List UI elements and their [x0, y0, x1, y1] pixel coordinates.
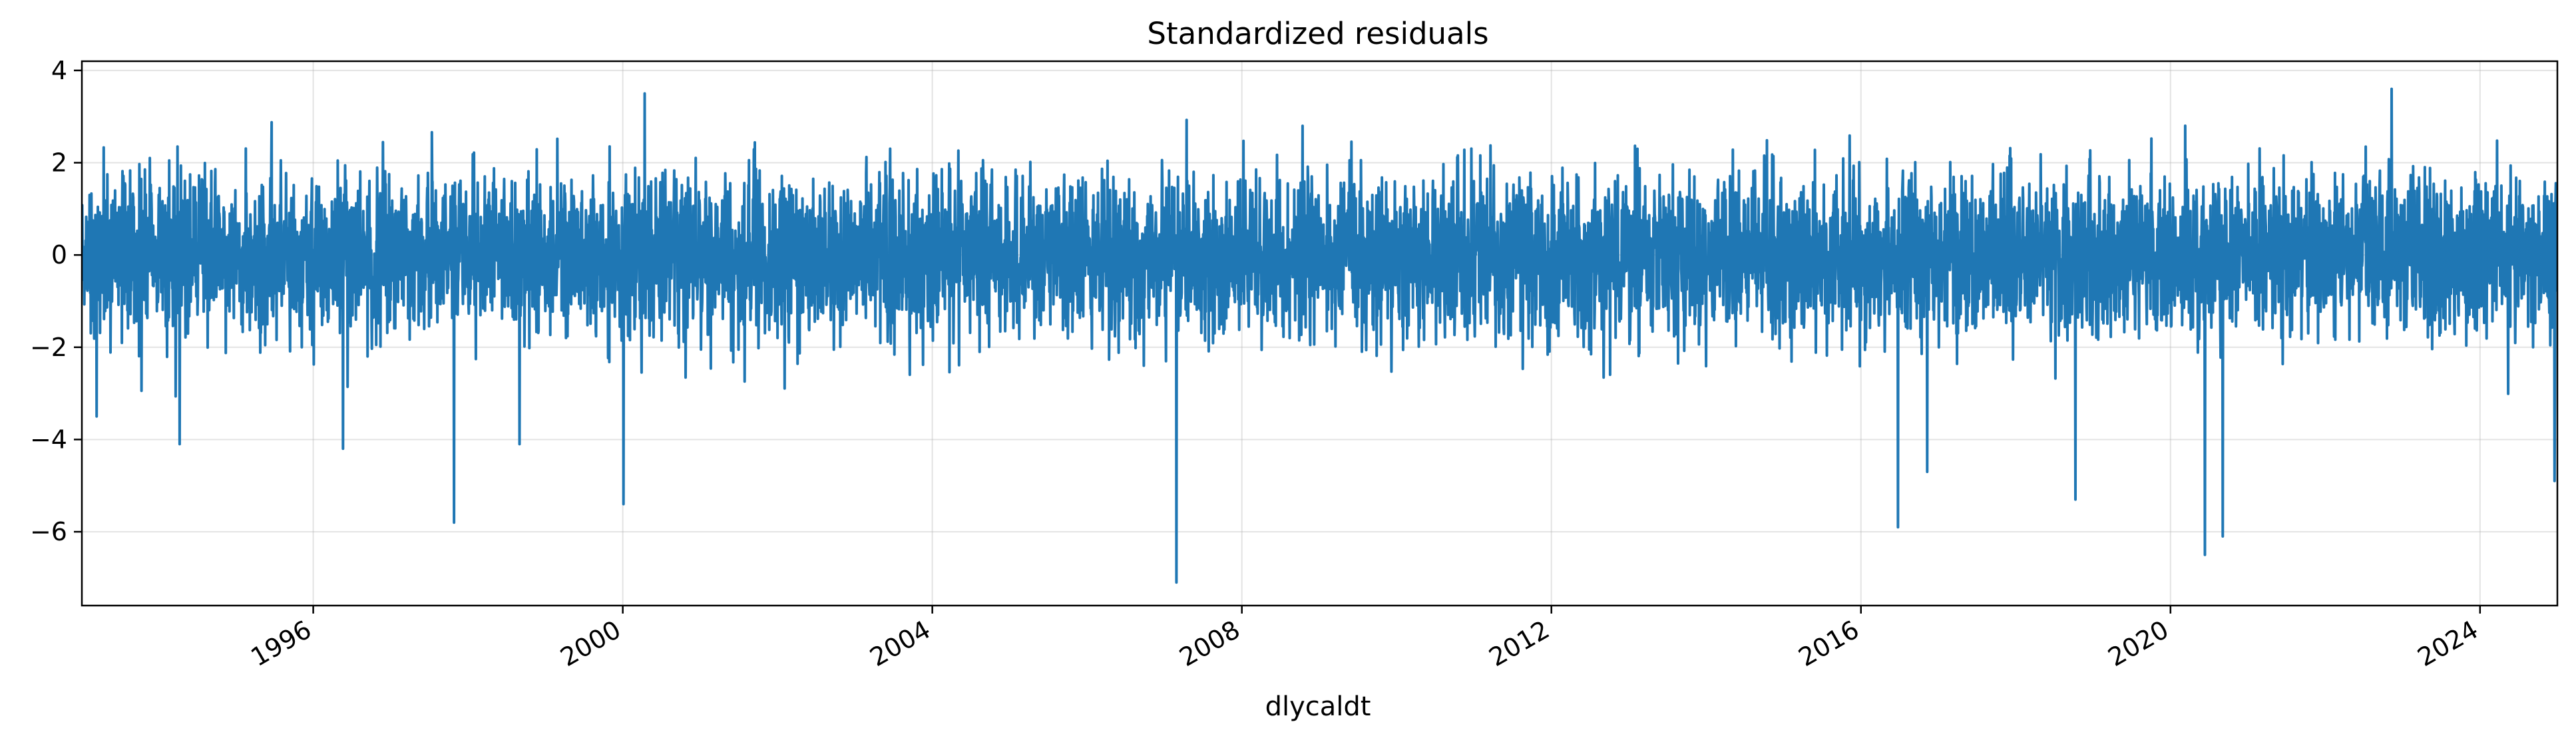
- x-tick-label: 2008: [1174, 615, 1245, 672]
- y-axis: 4 2 0 −2 −4 −6: [30, 56, 82, 546]
- y-tick-label: −2: [30, 333, 67, 362]
- y-tick-label: 0: [51, 240, 67, 270]
- x-tick-label: 2012: [1484, 615, 1554, 672]
- x-tick-label: 2004: [865, 615, 935, 672]
- y-tick-label: −4: [30, 425, 67, 454]
- residuals-line: [82, 87, 2557, 584]
- plot-frame: [81, 60, 2559, 607]
- x-tick-label: 2016: [1793, 615, 1864, 672]
- y-tick-label: 4: [51, 56, 67, 85]
- y-tick-label: 2: [51, 148, 67, 178]
- series-line: [82, 87, 2557, 584]
- chart-title: Standardized residuals: [1147, 16, 1488, 51]
- x-tick-label: 2024: [2413, 615, 2483, 672]
- x-tick-label: 2000: [555, 615, 626, 672]
- y-tick-label: −6: [30, 517, 67, 546]
- x-axis-label: dlycaldt: [1265, 691, 1371, 722]
- x-tick-label: 1996: [246, 615, 316, 672]
- x-axis: 1996 2000 2004 2008 2012 2016 2020 2024: [246, 606, 2483, 672]
- x-tick-label: 2020: [2103, 615, 2174, 672]
